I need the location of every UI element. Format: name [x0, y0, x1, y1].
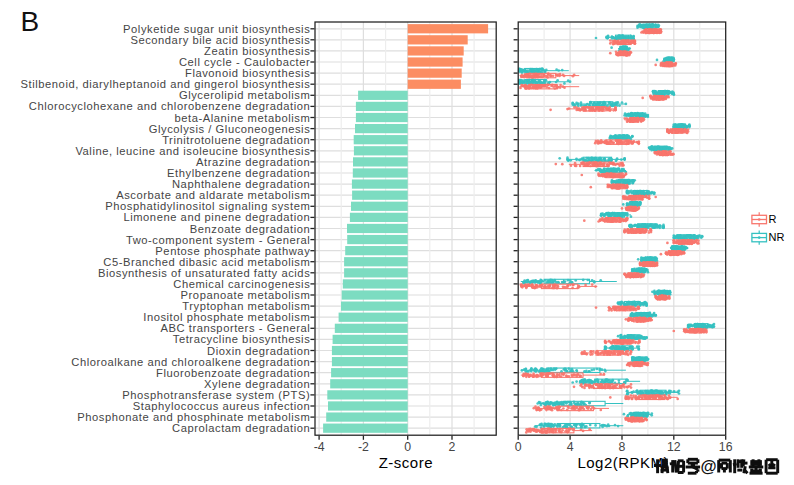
svg-text:12: 12	[667, 440, 681, 454]
svg-text:Log2(RPKM): Log2(RPKM)	[577, 454, 669, 471]
svg-text:R: R	[769, 213, 777, 225]
svg-text:Z-score: Z-score	[379, 454, 433, 471]
svg-text:0: 0	[515, 440, 522, 454]
svg-text:8: 8	[619, 440, 626, 454]
svg-text:4: 4	[567, 440, 574, 454]
svg-text:2: 2	[449, 440, 456, 454]
svg-text:-2: -2	[358, 440, 369, 454]
svg-text:16: 16	[719, 440, 733, 454]
svg-text:B: B	[21, 6, 40, 37]
svg-text:-4: -4	[314, 440, 325, 454]
svg-text:@: @	[701, 457, 717, 475]
svg-text:NR: NR	[769, 231, 785, 243]
svg-text:0: 0	[404, 440, 411, 454]
svg-text:Caprolactam degradation: Caprolactam degradation	[172, 422, 310, 434]
